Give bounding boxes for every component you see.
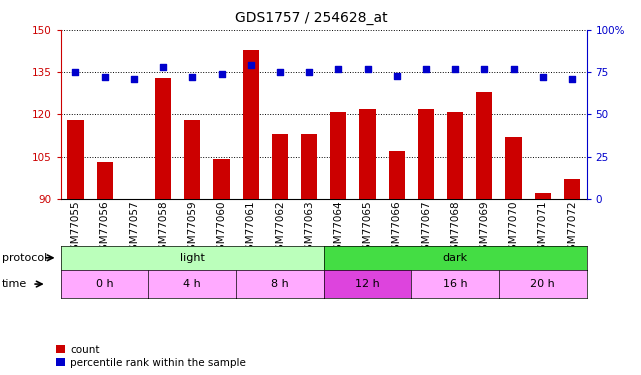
Bar xyxy=(360,109,376,199)
Bar xyxy=(418,109,434,199)
Bar xyxy=(476,92,492,199)
Point xyxy=(129,76,139,82)
Bar xyxy=(301,134,317,199)
Text: light: light xyxy=(180,253,204,263)
Point xyxy=(567,76,577,82)
Point xyxy=(420,66,431,72)
Point xyxy=(246,62,256,68)
Text: 4 h: 4 h xyxy=(183,279,201,289)
Text: 16 h: 16 h xyxy=(443,279,467,289)
Text: 20 h: 20 h xyxy=(530,279,555,289)
Bar xyxy=(67,120,83,199)
Bar xyxy=(272,134,288,199)
Point xyxy=(275,69,285,75)
Point xyxy=(362,66,372,72)
Point xyxy=(99,74,110,80)
Bar xyxy=(535,193,551,199)
Bar xyxy=(447,112,463,199)
Point xyxy=(508,66,519,72)
Text: 0 h: 0 h xyxy=(96,279,113,289)
Point xyxy=(304,69,314,75)
Point xyxy=(479,66,490,72)
Point xyxy=(71,69,81,75)
Bar xyxy=(97,162,113,199)
Bar xyxy=(155,78,171,199)
Text: dark: dark xyxy=(442,253,468,263)
Text: 8 h: 8 h xyxy=(271,279,289,289)
Bar xyxy=(243,50,259,199)
Text: protocol: protocol xyxy=(2,253,47,263)
Point xyxy=(158,64,168,70)
Bar xyxy=(184,120,201,199)
Bar xyxy=(506,137,522,199)
Bar xyxy=(330,112,346,199)
Point xyxy=(450,66,460,72)
Point xyxy=(217,71,227,77)
Text: GDS1757 / 254628_at: GDS1757 / 254628_at xyxy=(235,11,387,25)
Text: time: time xyxy=(2,279,27,289)
Point xyxy=(187,74,197,80)
Bar xyxy=(388,151,404,199)
Point xyxy=(538,74,548,80)
Point xyxy=(333,66,344,72)
Point xyxy=(392,73,402,79)
Legend: count, percentile rank within the sample: count, percentile rank within the sample xyxy=(56,345,246,368)
Bar xyxy=(213,159,229,199)
Text: 12 h: 12 h xyxy=(355,279,380,289)
Bar xyxy=(564,179,580,199)
